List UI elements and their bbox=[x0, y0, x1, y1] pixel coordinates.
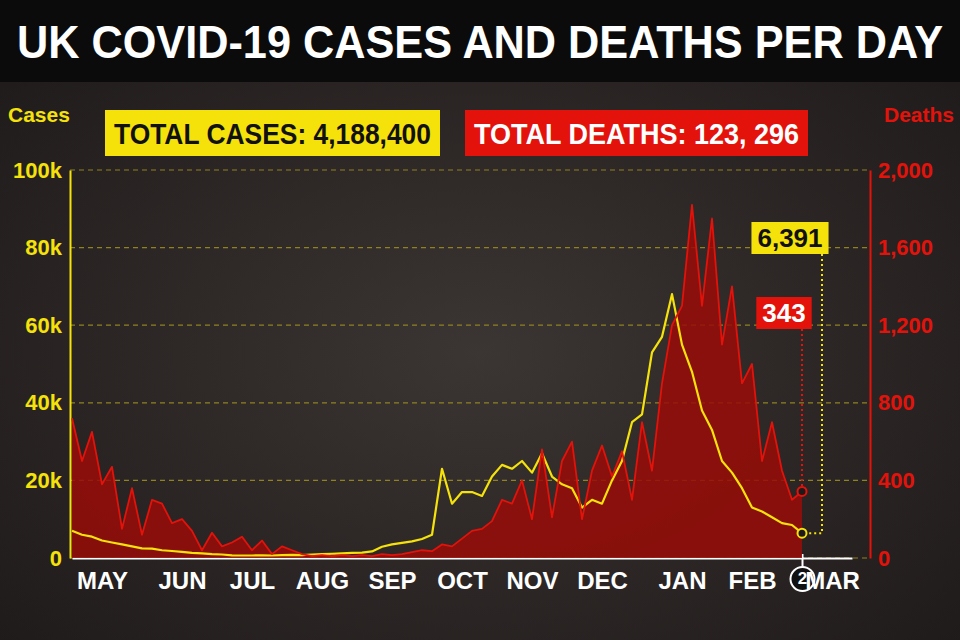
x-tick: JUL bbox=[230, 558, 275, 594]
y2-axis-tick: 0 bbox=[870, 546, 890, 571]
y-axis-tick: 80k bbox=[25, 235, 70, 260]
callout-connector bbox=[807, 254, 822, 533]
y-axis-tick: 0 bbox=[50, 546, 70, 571]
callouts: 6,391 343 bbox=[751, 222, 828, 533]
series-name-box: TOTAL CASES: 4,188,400 bbox=[105, 110, 440, 156]
callout: 6,391 bbox=[751, 222, 828, 533]
tick-label: JAN bbox=[658, 567, 706, 594]
tick-label: JUL bbox=[230, 567, 275, 594]
tick-label: 1,200 bbox=[878, 313, 933, 338]
tick-label: 40k bbox=[25, 390, 62, 415]
x-tick: JAN bbox=[658, 558, 706, 594]
area-fill bbox=[72, 205, 802, 558]
x-tick: SEP bbox=[368, 558, 416, 594]
tick-label: MAY bbox=[77, 567, 128, 594]
x-axis: MAYJUNJULAUGSEPOCTNOVDECJANFEB2MAR bbox=[73, 554, 860, 594]
tick-label: NOV bbox=[506, 567, 558, 594]
x-tick: JUN bbox=[158, 558, 206, 594]
series-name: TOTAL CASES: 4,188,400 bbox=[114, 117, 431, 150]
plot-area bbox=[72, 205, 807, 558]
y-axis-line bbox=[70, 171, 72, 559]
x-tick: DEC bbox=[577, 558, 628, 594]
callout-connector bbox=[801, 329, 803, 486]
y-axis-tick: 40k bbox=[25, 390, 70, 415]
point-marker bbox=[798, 529, 807, 538]
tick-label: AUG bbox=[296, 567, 349, 594]
y2-axis-title: Deaths bbox=[884, 103, 954, 126]
y2-axis-tick: 2,000 bbox=[870, 158, 933, 183]
series-name-bg bbox=[465, 110, 808, 156]
tick-label: DEC bbox=[577, 567, 628, 594]
grid-line bbox=[70, 169, 870, 170]
y-axis-tick: 20k bbox=[25, 468, 70, 493]
grid-line bbox=[70, 325, 870, 326]
y-axis-tick: 60k bbox=[25, 313, 70, 338]
y2-axis-tick: 800 bbox=[870, 390, 915, 415]
tick-label: MAR bbox=[805, 567, 860, 594]
area-line bbox=[72, 205, 802, 556]
data-label-bg bbox=[751, 222, 828, 254]
y2-axis-tick: 400 bbox=[870, 468, 915, 493]
point-marker bbox=[798, 487, 807, 496]
grid-line bbox=[70, 247, 870, 248]
background bbox=[0, 0, 960, 640]
y2-axis: 0 400 800 1,200 1,600 2,000 bbox=[870, 158, 933, 571]
callout: 343 bbox=[756, 297, 811, 486]
x-tick: FEB bbox=[729, 558, 777, 594]
tick-label: 800 bbox=[878, 390, 915, 415]
tick-label: 2,000 bbox=[878, 158, 933, 183]
x-tick: OCT bbox=[437, 558, 488, 594]
series-line bbox=[72, 294, 802, 555]
series-name-box: TOTAL DEATHS: 123, 296 bbox=[465, 110, 808, 156]
tick-label: 400 bbox=[878, 468, 915, 493]
data-label: 343 bbox=[762, 298, 805, 328]
y-axis-tick: 100k bbox=[13, 158, 70, 183]
series-name-bg bbox=[105, 110, 440, 156]
y2-axis-tick: 1,200 bbox=[870, 313, 933, 338]
tick-label: 60k bbox=[25, 313, 62, 338]
data-label: 6,391 bbox=[757, 223, 822, 253]
tick-label: JUN bbox=[158, 567, 206, 594]
chart-container: UK COVID-19 CASES AND DEATHS PER DAY 0 20k… bbox=[0, 0, 960, 640]
chart-svg: UK COVID-19 CASES AND DEATHS PER DAY 0 20k… bbox=[0, 0, 960, 640]
y-axis-title: Cases bbox=[8, 103, 70, 126]
tick-label: 0 bbox=[878, 546, 890, 571]
tick-label: 20k bbox=[25, 468, 62, 493]
tick-label: SEP bbox=[368, 567, 416, 594]
title-bar bbox=[0, 0, 960, 82]
tick-label: 1,600 bbox=[878, 235, 933, 260]
y-axis: 0 20k 40k 60k 80k 100k bbox=[13, 158, 70, 571]
grid bbox=[70, 170, 870, 558]
tick-label: 80k bbox=[25, 235, 62, 260]
tick-label: OCT bbox=[437, 567, 488, 594]
tick-label: 100k bbox=[13, 158, 63, 183]
tick-label: FEB bbox=[729, 567, 777, 594]
x-tick: MAR bbox=[805, 558, 860, 594]
x-tick: AUG bbox=[296, 558, 349, 594]
data-label-bg bbox=[756, 297, 811, 329]
title: UK COVID-19 CASES AND DEATHS PER DAY bbox=[17, 16, 943, 68]
y2-axis-line bbox=[870, 171, 872, 559]
tick-label: 0 bbox=[50, 546, 62, 571]
x-tick: MAY bbox=[77, 558, 128, 594]
x-tick: NOV bbox=[506, 558, 558, 594]
series-name: TOTAL DEATHS: 123, 296 bbox=[474, 117, 799, 150]
y2-axis-tick: 1,600 bbox=[870, 235, 933, 260]
